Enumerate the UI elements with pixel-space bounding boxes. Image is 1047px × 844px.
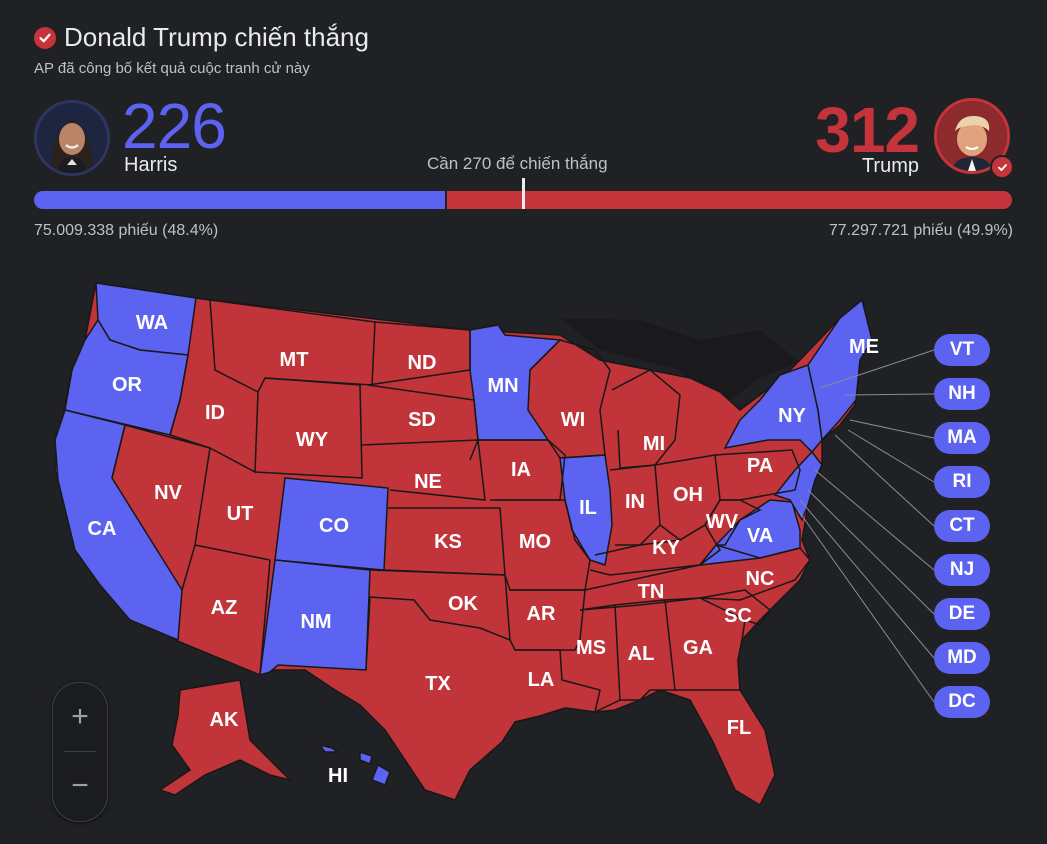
state-label-ms: MS [576,637,606,659]
state-label-nm: NM [300,611,331,633]
state-label-sc: SC [724,605,752,627]
check-icon [34,26,56,49]
harris-popular-votes: 75.009.338 phiếu (48.4%) [34,222,219,239]
state-label-ak: AK [210,709,239,731]
state-label-mi: MI [643,433,665,455]
state-label-va: VA [747,525,773,547]
trump-electoral-votes: 312 [815,94,920,166]
state-pill-ri[interactable]: RI [934,466,990,498]
harris-avatar[interactable] [34,100,110,176]
state-label-nc: NC [746,568,775,590]
state-label-sd: SD [408,409,436,431]
zoom-control: + − [52,682,108,822]
state-label-wi: WI [561,409,585,431]
state-pill-dc[interactable]: DC [934,686,990,718]
harris-electoral-votes: 226 [122,90,227,162]
trump-name: Trump [861,155,919,177]
bar-divider [444,191,447,209]
result-headline: Donald Trump chiến thắng [34,22,369,53]
state-label-mt: MT [280,349,309,371]
state-label-mn: MN [487,375,518,397]
harris-bar-segment [34,191,445,209]
state-label-wa: WA [136,312,168,334]
winner-check-icon [990,155,1014,179]
state-label-ky: KY [652,537,680,559]
state-label-tn: TN [638,581,665,603]
page-title: Donald Trump chiến thắng [64,22,369,52]
threshold-label: Cần 270 để chiến thắng [427,154,608,173]
state-shape-mn[interactable] [469,324,562,441]
state-label-wy: WY [296,429,329,451]
state-label-al: AL [628,643,655,665]
state-label-az: AZ [211,597,238,619]
state-shape-ak[interactable] [158,679,293,796]
state-label-tx: TX [425,673,451,695]
state-pill-ma[interactable]: MA [934,422,990,454]
state-pill-vt[interactable]: VT [934,334,990,366]
state-pill-de[interactable]: DE [934,598,990,630]
state-label-pa: PA [747,455,773,477]
state-label-ar: AR [527,603,556,625]
state-label-ca: CA [88,518,117,540]
zoom-out-button[interactable]: − [71,769,89,802]
state-label-fl: FL [727,717,751,739]
small-state-leader-lines [797,349,935,703]
state-label-ne: NE [414,471,442,493]
state-shape-ne-states[interactable] [807,298,873,442]
state-label-nd: ND [408,352,437,374]
state-label-wv: WV [706,511,739,533]
state-label-ga: GA [683,637,713,659]
state-label-ks: KS [434,531,462,553]
zoom-divider [64,751,96,752]
state-label-co: CO [319,515,349,537]
threshold-marker [522,178,525,209]
state-pill-nj[interactable]: NJ [934,554,990,586]
state-label-mo: MO [519,531,551,553]
trump-popular-votes: 77.297.721 phiếu (49.9%) [828,222,1013,239]
page-subtitle: AP đã công bố kết quả cuộc tranh cử này [34,60,310,77]
state-shape-va[interactable] [698,499,801,566]
state-label-oh: OH [673,484,703,506]
state-label-il: IL [579,497,597,519]
zoom-in-button[interactable]: + [71,700,89,733]
state-shape-hi[interactable] [318,743,391,786]
state-label-id: ID [205,402,225,424]
state-pill-md[interactable]: MD [934,642,990,674]
state-shape-md-de-nj[interactable] [773,450,823,522]
state-label-hi: HI [328,765,348,787]
trump-bar-segment [446,191,1012,209]
state-label-in: IN [625,491,645,513]
state-label-ny: NY [778,405,806,427]
state-label-ia: IA [511,459,531,481]
state-pill-nh[interactable]: NH [934,378,990,410]
state-pill-ct[interactable]: CT [934,510,990,542]
state-label-or: OR [112,374,143,396]
state-label-ut: UT [227,503,254,525]
state-label-ok: OK [448,593,479,615]
state-label-nv: NV [154,482,182,504]
harris-name: Harris [124,154,178,176]
trump-avatar[interactable] [934,98,1010,174]
state-label-me: ME [849,336,879,358]
state-label-la: LA [528,669,555,691]
